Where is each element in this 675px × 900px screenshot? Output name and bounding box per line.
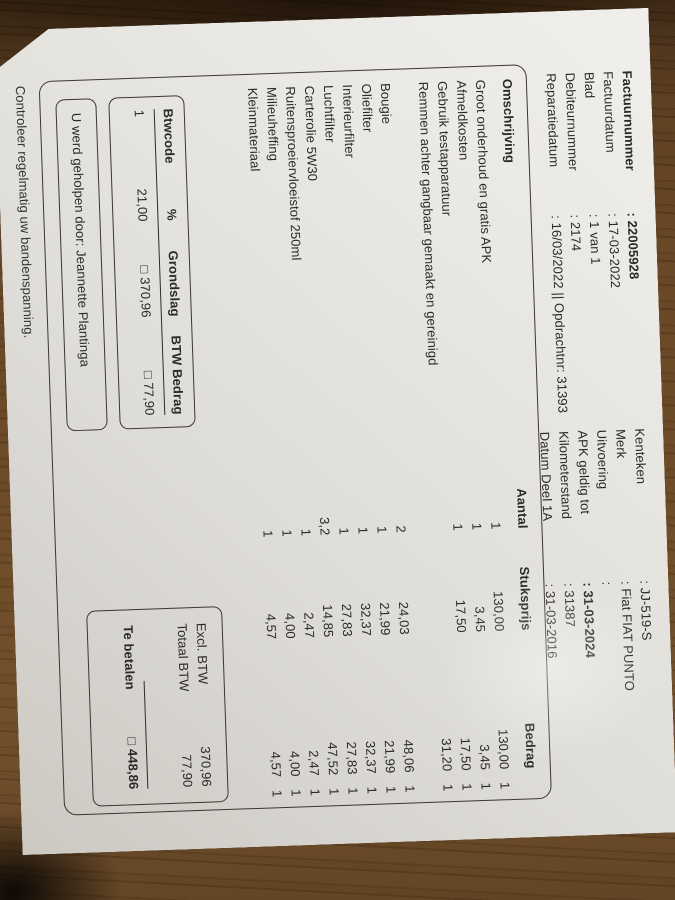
item-vat-code: 1: [345, 787, 361, 795]
vat-table-box: Btwcode % Grondslag BTW Bedrag 1 21,00 □…: [108, 95, 196, 429]
header-row-value: : 31387: [561, 582, 578, 628]
item-unit-price: [430, 531, 453, 634]
vat-header-code: Btwcode: [160, 108, 178, 164]
item-unit-price: 24,03: [395, 601, 413, 635]
header-row-value: : 31-03-2024: [580, 582, 599, 659]
vat-code-value: 1: [131, 109, 147, 118]
item-quantity: 1: [298, 528, 314, 537]
invoice-header-right-block: Kenteken: JJ-519-S Merk: Fiat FIAT PUNTO U…: [535, 428, 658, 694]
item-vat-code: 1: [459, 783, 475, 791]
items-rows: Groot onderhoud en gratis APK 1 130,00 130,…: [243, 66, 523, 807]
item-quantity: 1: [260, 529, 276, 538]
item-vat-code: [419, 772, 439, 793]
items-header-unit-price: Stuksprijs: [516, 566, 535, 631]
header-row-value: : 2174: [567, 214, 584, 252]
item-unit-price: 130,00: [490, 590, 508, 632]
item-vat-code: 1: [307, 788, 323, 797]
totals-rule: [144, 681, 149, 789]
item-unit-price: 14,85: [320, 604, 337, 638]
item-vat-code: 1: [497, 781, 513, 790]
items-header-vatcode: [522, 768, 542, 789]
invoice-paper-sheet: Factuurnummer: 22005928 Factuurdatum: 17-…: [0, 8, 675, 855]
item-quantity: 2: [393, 525, 409, 534]
header-row-value: :: [599, 581, 615, 586]
tyre-pressure-footer: Controleer regelmatig uw bandenspanning.: [12, 85, 37, 339]
item-quantity: [428, 475, 449, 532]
helped-by-note-box: U werd geholpen door: Jeannette Planting…: [55, 98, 108, 431]
header-row-value: : 1 van 1: [586, 213, 604, 265]
totals-due-value: □ 448,86: [124, 736, 142, 790]
item-unit-price: [411, 532, 434, 635]
item-quantity: 1: [355, 526, 371, 535]
item-vat-code: 1: [288, 788, 304, 797]
item-quantity: 1: [488, 521, 504, 530]
vat-amount-value: □ 77,90: [140, 370, 158, 416]
item-quantity: 1: [374, 525, 390, 534]
item-quantity: 1: [450, 523, 466, 532]
item-unit-price: 2,47: [301, 612, 318, 639]
vat-header-base: Grondslag: [165, 250, 183, 317]
item-quantity: 1: [469, 522, 485, 531]
header-row-value: : 22005928: [624, 212, 642, 280]
item-vat-code: 1: [402, 785, 418, 793]
items-header-quantity: Aantal: [514, 487, 531, 529]
header-row-value: : JJ-519-S: [637, 580, 655, 641]
item-unit-price: 4,57: [263, 613, 280, 640]
item-vat-code: 1: [440, 783, 456, 792]
item-quantity: 3,2: [316, 516, 333, 536]
vat-base-value: □ 370,96: [137, 265, 154, 318]
item-quantity: [409, 476, 430, 533]
totals-vat-value: 77,90: [179, 754, 196, 788]
item-unit-price: 3,45: [472, 606, 489, 633]
totals-box: Excl. BTW 370,96 Totaal BTW 77,90 Te bet…: [86, 606, 229, 807]
item-quantity: 1: [336, 527, 352, 536]
totals-row-due: Te betalen □ 448,86: [119, 625, 144, 790]
totals-excl-value: 370,96: [197, 746, 215, 787]
header-row-value: : Fiat FIAT PUNTO: [618, 580, 638, 692]
vat-header-amount: BTW Bedrag: [168, 335, 187, 415]
item-vat-code: 1: [478, 782, 494, 791]
item-unit-price: 32,37: [358, 602, 375, 637]
vat-percent-value: 21,00: [134, 188, 151, 222]
items-header-amount: Bedrag: [522, 722, 539, 769]
items-table-box: Omschrijving Aantal Stuksprijs Bedrag Gr…: [39, 64, 552, 816]
item-vat-code: 1: [383, 785, 399, 794]
item-vat-code: 1: [269, 789, 285, 798]
item-vat-code: 1: [326, 787, 342, 796]
item-unit-price: 21,99: [376, 602, 394, 636]
item-quantity: 1: [279, 529, 295, 538]
item-unit-price: 4,00: [282, 612, 299, 639]
item-vat-code: 1: [364, 786, 380, 795]
invoice-header-left-block: Factuurnummer: 22005928 Factuurdatum: 17-…: [542, 70, 649, 413]
header-row-value: : 17-03-2022: [605, 212, 624, 289]
totals-due-label: Te betalen: [120, 625, 138, 690]
item-unit-price: 17,50: [452, 599, 470, 633]
helped-by-note-text: U werd geholpen door: Jeannette Planting…: [68, 112, 93, 368]
item-unit-price: 27,83: [339, 603, 356, 637]
vat-header-percent: %: [164, 208, 180, 221]
